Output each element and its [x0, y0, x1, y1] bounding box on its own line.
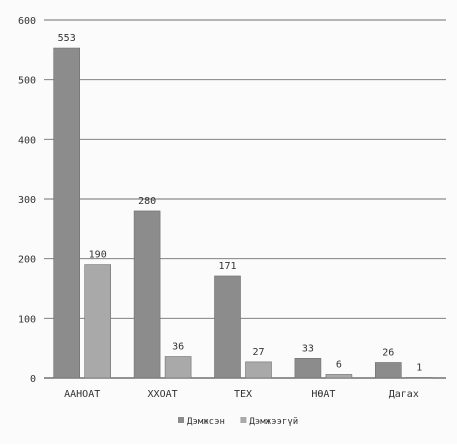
bar: [405, 377, 433, 379]
y-tick-label: 600: [18, 16, 36, 27]
legend: Дэмжсэн Дэмжээгүй: [178, 417, 298, 427]
data-label: 26: [382, 347, 394, 358]
data-label: 171: [218, 261, 236, 272]
y-tick-label: 500: [18, 76, 36, 87]
y-tick-label: 400: [18, 135, 36, 146]
y-tick-label: 300: [18, 195, 36, 206]
bar: [374, 362, 402, 379]
bar: [214, 275, 241, 379]
bar: [325, 374, 353, 379]
data-label: 190: [89, 250, 107, 261]
y-tick-label: 100: [18, 314, 36, 325]
legend-label: Дэмжсэн: [187, 417, 225, 427]
data-labels: 553 190 280 36 171 27 33 6 26 1: [58, 33, 423, 373]
x-tick-label: НӨАТ: [311, 389, 335, 400]
data-label: 6: [336, 359, 342, 370]
gridlines: [44, 19, 446, 319]
data-label: 36: [172, 342, 184, 353]
legend-swatch: [240, 417, 247, 423]
bars: [53, 47, 433, 379]
bar: [294, 358, 322, 379]
data-label: 553: [58, 33, 76, 44]
x-tick-label: ААНОАТ: [64, 389, 100, 400]
x-tick-label: Дагах: [389, 389, 419, 400]
data-label: 33: [302, 343, 314, 354]
data-label: 27: [252, 347, 264, 358]
legend-label: Дэмжээгүй: [249, 417, 298, 427]
data-label: 280: [138, 196, 156, 207]
y-tick-label: 200: [18, 255, 36, 266]
bar: [53, 47, 81, 379]
legend-swatch: [178, 417, 184, 423]
bar: [84, 264, 111, 379]
bar: [164, 356, 192, 379]
bar: [133, 210, 161, 379]
bar: [245, 361, 272, 379]
y-tick-label: 0: [30, 374, 36, 385]
x-tick-label: ХХОАТ: [148, 389, 178, 400]
x-tick-label: ТЕХ: [234, 389, 252, 400]
data-label: 1: [416, 362, 422, 373]
axes: 0 100 200 300 400 500 600 ААНОАТ ХХОАТ ТЕХ НӨАТ Даг…: [18, 16, 446, 400]
